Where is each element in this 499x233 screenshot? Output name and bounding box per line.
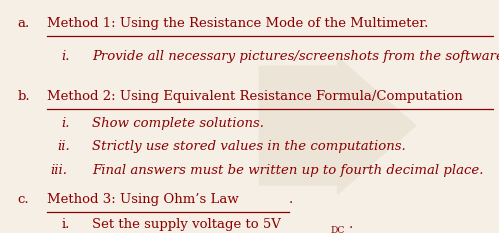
Text: c.: c. xyxy=(17,193,29,206)
Text: b.: b. xyxy=(17,90,30,103)
Text: Strictly use stored values in the computations.: Strictly use stored values in the comput… xyxy=(92,140,406,154)
FancyArrow shape xyxy=(259,57,416,194)
Text: iii.: iii. xyxy=(50,164,67,178)
Text: DC: DC xyxy=(331,226,345,233)
Text: Provide all necessary pictures/screenshots from the software.: Provide all necessary pictures/screensho… xyxy=(92,50,499,63)
Text: .: . xyxy=(349,218,353,231)
Text: ii.: ii. xyxy=(57,140,70,154)
Text: Set the supply voltage to 5V: Set the supply voltage to 5V xyxy=(92,218,281,231)
Text: i.: i. xyxy=(61,116,70,130)
Text: i.: i. xyxy=(61,50,70,63)
Text: Method 1: Using the Resistance Mode of the Multimeter.: Method 1: Using the Resistance Mode of t… xyxy=(46,17,428,30)
Text: i.: i. xyxy=(61,218,69,231)
Text: Final answers must be written up to fourth decimal place.: Final answers must be written up to four… xyxy=(92,164,484,178)
Text: DC: DC xyxy=(331,226,345,233)
Text: Show complete solutions.: Show complete solutions. xyxy=(92,116,264,130)
Text: Method 3: Using Ohm’s Law: Method 3: Using Ohm’s Law xyxy=(46,193,239,206)
Text: Method 2: Using Equivalent Resistance Formula/Computation: Method 2: Using Equivalent Resistance Fo… xyxy=(46,90,462,103)
Text: .: . xyxy=(289,193,293,206)
Text: a.: a. xyxy=(17,17,29,30)
